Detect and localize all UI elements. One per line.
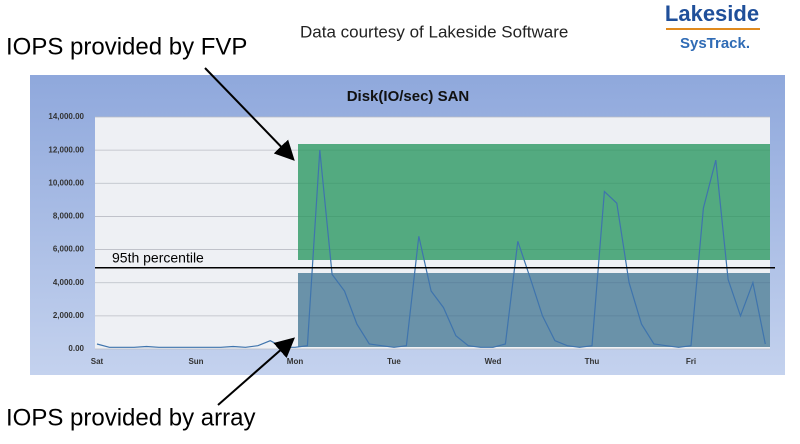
chart-title: Disk(IO/sec) SAN <box>347 88 470 105</box>
y-tick-label: 4,000.00 <box>53 278 85 287</box>
fvp-region <box>298 144 770 260</box>
x-tick-label: Fri <box>686 357 696 366</box>
series-line <box>96 150 766 348</box>
y-tick-label: 0.00 <box>68 344 84 353</box>
x-tick-label: Mon <box>287 357 304 366</box>
y-tick-label: 8,000.00 <box>53 212 85 221</box>
y-tick-label: 10,000.00 <box>48 178 84 187</box>
y-tick-label: 14,000.00 <box>48 112 84 121</box>
arrow <box>217 337 296 406</box>
x-tick-label: Tue <box>387 357 401 366</box>
x-tick-label: Thu <box>585 357 600 366</box>
x-tick-label: Sat <box>91 357 104 366</box>
arrow <box>204 67 295 161</box>
x-tick-label: Wed <box>485 357 502 366</box>
courtesy: Data courtesy of Lakeside Software <box>300 22 568 41</box>
y-tick-label: 12,000.00 <box>48 145 84 154</box>
y-tick-label: 6,000.00 <box>53 245 85 254</box>
percentile-label: 95th percentile <box>112 250 204 266</box>
logo: Lakeside <box>665 1 759 26</box>
callout-bottom: IOPS provided by array <box>6 404 255 431</box>
callout-top: IOPS provided by FVP <box>6 33 247 60</box>
logo-sub: SysTrack. <box>680 35 750 52</box>
array-region <box>298 273 770 347</box>
x-tick-label: Sun <box>188 357 203 366</box>
y-tick-label: 2,000.00 <box>53 311 85 320</box>
